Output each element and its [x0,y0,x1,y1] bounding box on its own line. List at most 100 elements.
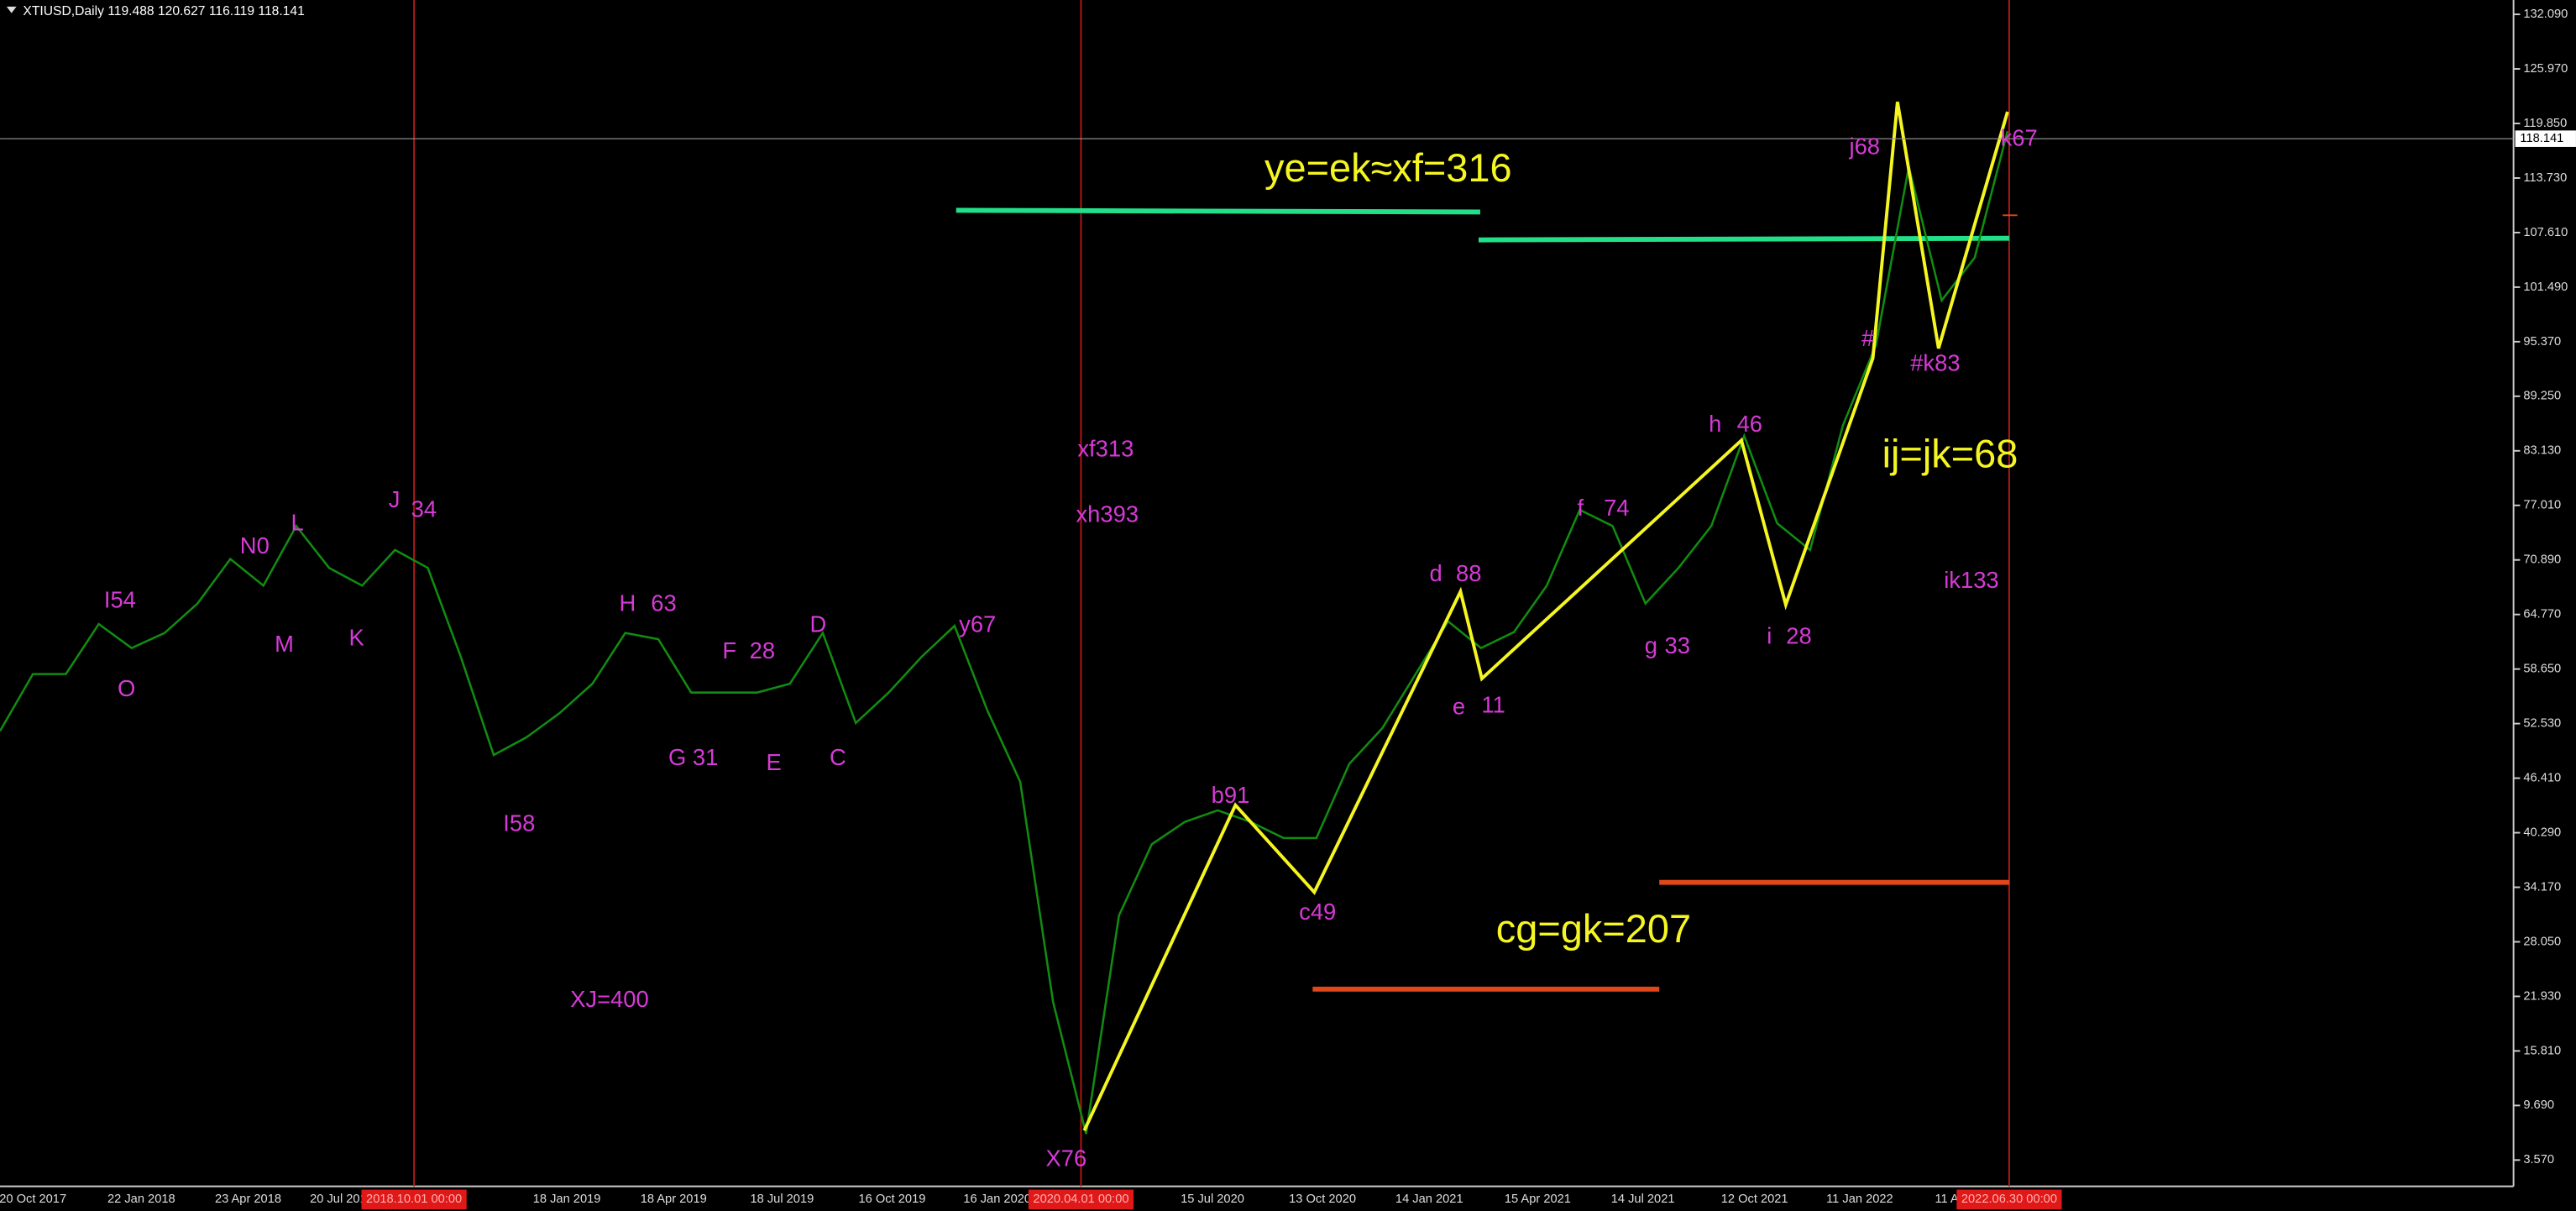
wave-note: ij=jk=68 [1882,431,2018,475]
wave-line [1082,101,2009,1131]
x-tick-label: 16 Jan 2020 [963,1193,1031,1206]
x-tick-label: 15 Jul 2020 [1181,1193,1244,1206]
level-line [1478,235,2009,243]
wave-label: k67 [2001,125,2038,151]
date-marker-box [361,1189,467,1210]
y-tick-label: 89.250 [2523,390,2561,403]
y-tick-label: 119.850 [2523,117,2567,130]
x-tick-label: 23 Apr 2018 [215,1193,281,1206]
overlay: 132.090 125.970 119.850 113.730 107.610 101.4… [0,8,2576,1210]
x-tick-label: 11 A [1935,1193,1958,1206]
current-price-box [2515,130,2576,147]
wave-label: XJ=400 [570,986,649,1012]
date-marker-box [1028,1189,1134,1210]
wave-label: #k83 [1910,350,1960,376]
x-tick-label: 15 Apr 2021 [1505,1193,1571,1206]
y-tick-label: 132.090 [2523,8,2568,21]
wave-label: O [118,675,135,701]
wave-label: G 31 [668,744,718,770]
y-tick-label: 3.570 [2523,1153,2554,1166]
wave-label: 63 [651,590,676,616]
wave-label: D [810,611,827,637]
wave-label: 28 [750,637,775,663]
x-tick-label: 14 Jan 2021 [1395,1193,1463,1206]
wave-label: j68 [1848,133,1880,159]
wave-label: c49 [1299,899,1336,925]
wave-note: ye=ek≈xf=316 [1264,145,1512,190]
x-tick-label: 20 Oct 2017 [0,1193,66,1206]
wave-label: E [766,749,781,775]
wave-label: xh393 [1076,501,1139,527]
wave-label: f [1577,495,1584,521]
price-line [0,130,2009,1135]
x-tick-label: 18 Apr 2019 [641,1193,707,1206]
header: XTIUSD,Daily 119.488 120.627 116.119 118… [23,4,304,18]
wave-label: X76 [1046,1145,1087,1172]
y-tick-label: 101.490 [2523,280,2568,294]
level-line [956,207,1480,215]
x-tick-label: 11 Jan 2022 [1826,1193,1893,1206]
wave-label: ik133 [1944,567,1998,593]
y-tick-label: 40.290 [2523,826,2561,839]
wave-label: M [275,631,294,657]
wave-label: 34 [411,496,437,522]
y-tick-label: 64.770 [2523,608,2561,621]
price-series [0,130,2009,1135]
wave-label: e [1453,694,1465,720]
wave-label: b91 [1212,782,1250,808]
wave-label: N0 [240,532,270,558]
wave-label: 33 [1664,632,1689,658]
y-tick-label: 107.610 [2523,226,2568,239]
y-tick-label: 58.650 [2523,663,2561,676]
date-marker-label: 2018.10.01 00:00 [366,1193,462,1206]
y-tick-label: 113.730 [2523,171,2567,185]
wave-label: F [722,637,736,663]
date-marker-label: 2020.04.01 00:00 [1033,1193,1128,1206]
y-tick-label: 83.130 [2523,444,2561,458]
y-tick-label: 77.010 [2523,499,2561,512]
x-tick-label: 13 Oct 2020 [1289,1193,1356,1206]
wave-label: I54 [104,586,136,612]
y-tick-label: 46.410 [2523,771,2561,784]
wave-label: J [389,486,401,512]
y-tick-label: 70.890 [2523,553,2561,567]
wave-label: y67 [959,611,996,637]
y-tick-label: 28.050 [2523,935,2561,948]
wave-label: i [1767,622,1772,648]
wave-label: g [1645,632,1657,658]
x-tick-label: 14 Jul 2021 [1611,1193,1675,1206]
wave-label: I58 [503,810,535,836]
date-marker-box [1956,1189,2062,1210]
wave-label: K [348,624,364,650]
wave-label: 28 [1786,622,1811,648]
wave-label: L [291,509,304,535]
wave-label: 88 [1456,560,1481,586]
y-tick-label: 95.370 [2523,335,2561,349]
wave-label: 46 [1737,411,1762,437]
wave-label: xf313 [1077,435,1134,461]
wave-label: # [1861,325,1875,351]
wave-label: h [1709,411,1721,437]
wave-label: C [830,744,846,770]
x-tick-label: 18 Jul 2019 [750,1193,814,1206]
x-tick-label: 22 Jan 2018 [107,1193,175,1206]
wave-label: 11 [1481,692,1505,718]
wave-note: cg=gk=207 [1496,906,1691,951]
wave-label: d [1429,560,1442,586]
x-tick-label: 18 Jan 2019 [533,1193,601,1206]
y-tick-label: 21.930 [2523,989,2561,1003]
y-tick-label: 34.170 [2523,880,2561,894]
menu-arrow[interactable] [6,6,17,13]
wave-label: 74 [1604,495,1629,521]
current-price-label: 118.141 [2520,132,2563,145]
y-tick-label: 9.690 [2523,1098,2554,1112]
y-tick-label: 52.530 [2523,716,2561,730]
wave-label: H [620,590,636,616]
x-tick-label: 20 Jul 2018 [310,1193,374,1206]
y-tick-label: 125.970 [2523,62,2568,76]
x-tick-label: 16 Oct 2019 [859,1193,926,1206]
date-marker-label: 2022.06.30 00:00 [1961,1193,2057,1206]
x-tick-label: 12 Oct 2021 [1721,1193,1788,1206]
